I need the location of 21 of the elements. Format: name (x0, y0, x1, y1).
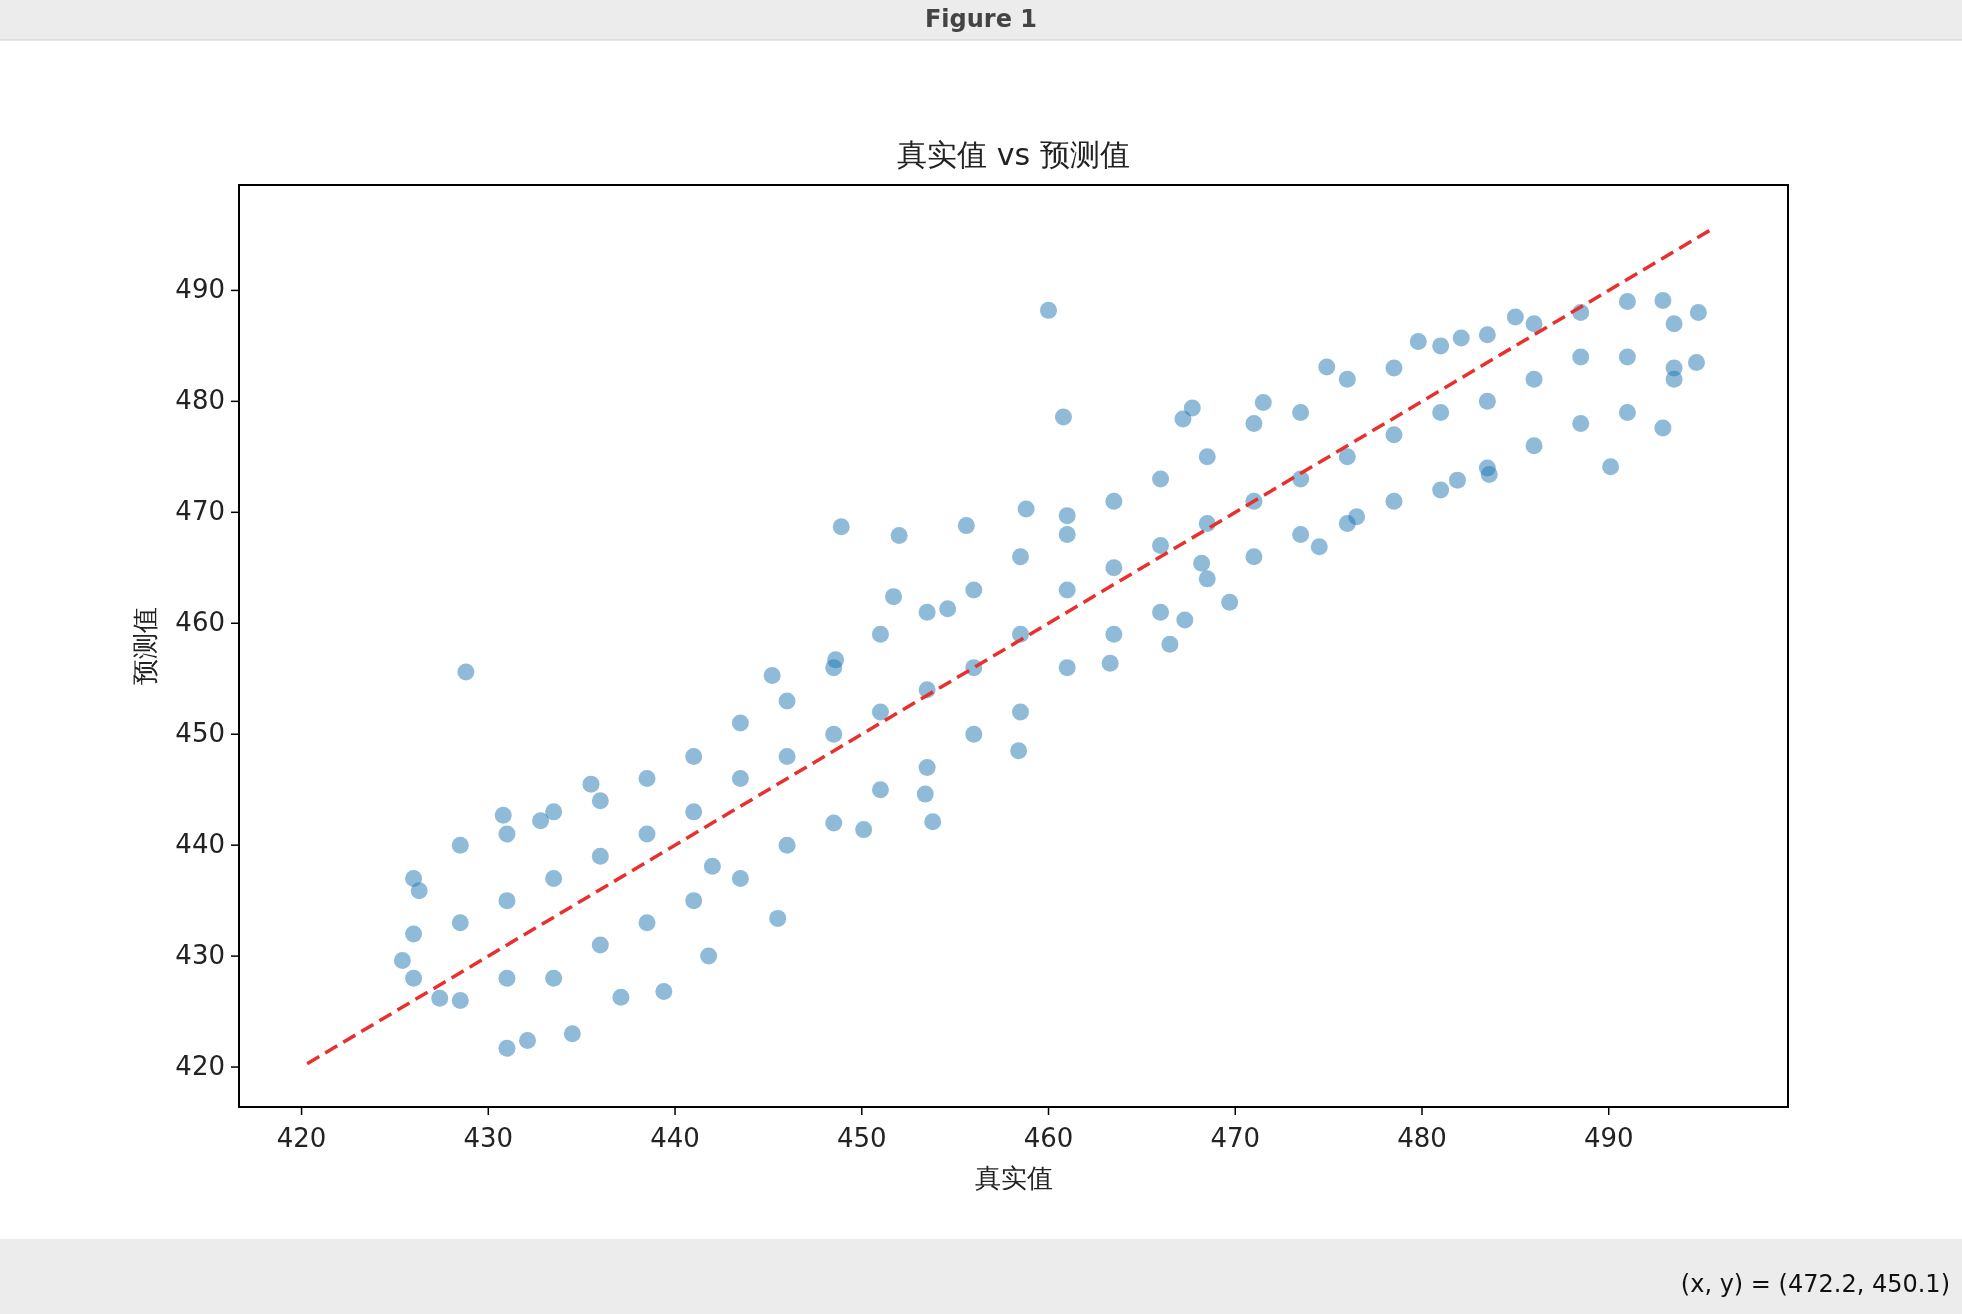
y-tick-label: 470 (175, 495, 225, 526)
x-tick-label: 430 (463, 1123, 514, 1153)
x-tick-label: 480 (1397, 1123, 1447, 1153)
x-tick-label: 440 (650, 1123, 700, 1153)
x-tick-label: 420 (276, 1123, 327, 1153)
x-tick-label: 460 (1023, 1123, 1074, 1153)
y-tick-label: 440 (175, 828, 225, 859)
x-tick-label: 450 (836, 1123, 887, 1153)
chart-title: 真实值 vs 预测值 (897, 137, 1130, 172)
y-axis-title: 预测值 (130, 607, 160, 685)
text: (x, y) = (472.2, 450.1) (1680, 1270, 1950, 1298)
x-tick-label: 470 (1210, 1123, 1261, 1153)
caption: Figure 1 (924, 5, 1038, 33)
y-tick-label: 460 (175, 606, 225, 637)
y-tick-label: 480 (175, 384, 225, 415)
x-axis-title: 真实值 (974, 1163, 1053, 1193)
y-tick-label: 450 (175, 717, 225, 748)
y-tick-label: 490 (175, 273, 225, 304)
y-tick-label: 420 (175, 1050, 225, 1081)
y-tick-label: 430 (175, 939, 225, 970)
x-tick-label: 490 (1583, 1123, 1634, 1153)
